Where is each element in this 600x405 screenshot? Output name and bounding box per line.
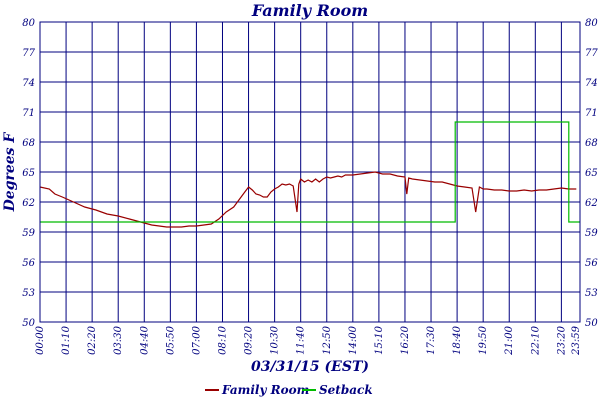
legend-label-setback: Setback xyxy=(319,383,373,397)
y-tick-label-right: 59 xyxy=(585,228,598,239)
y-tick-label-left: 53 xyxy=(22,288,35,299)
x-tick-label: 00:00 xyxy=(35,325,46,354)
plot-frame xyxy=(39,21,581,323)
series-line-family-room xyxy=(39,171,577,228)
y-ticks-right: 50 53 56 59 62 65 68 71 74 77 80 xyxy=(585,18,598,329)
x-tick-label: 08:10 xyxy=(217,325,228,354)
legend-label-family-room: Family Room xyxy=(221,383,309,397)
x-tick-label: 12:50 xyxy=(322,325,333,354)
series-layer xyxy=(39,121,580,228)
y-tick-label-right: 62 xyxy=(585,198,598,209)
y-tick-label-right: 74 xyxy=(585,78,598,89)
x-tick-label: 07:00 xyxy=(191,325,202,354)
legend: Family Room Setback xyxy=(205,383,373,397)
y-tick-label-left: 68 xyxy=(22,138,35,149)
y-tick-label-left: 65 xyxy=(22,168,35,179)
x-tick-label: 17:30 xyxy=(426,325,437,354)
x-tick-label: 16:20 xyxy=(400,325,411,354)
x-tick-label: 10:30 xyxy=(270,325,281,354)
y-tick-label-right: 77 xyxy=(585,48,598,59)
x-tick-label: 02:20 xyxy=(87,325,98,354)
series-line-setback xyxy=(40,121,580,223)
y-tick-label-left: 62 xyxy=(22,198,35,209)
y-tick-label-left: 50 xyxy=(22,318,35,329)
x-tick-label: 22:10 xyxy=(530,325,541,355)
y-tick-label-left: 74 xyxy=(22,78,35,89)
y-tick-label-right: 68 xyxy=(585,138,598,149)
y-tick-label-right: 71 xyxy=(585,108,598,119)
y-axis-label: Degrees F xyxy=(2,132,18,213)
x-tick-label: 23:20 xyxy=(556,325,567,355)
chart-title: Family Room xyxy=(251,1,368,20)
x-tick-label: 11:40 xyxy=(296,325,307,354)
x-tick-label: 15:10 xyxy=(374,325,385,354)
y-tick-label-right: 53 xyxy=(585,288,598,299)
x-tick-label: 21:00 xyxy=(504,325,515,355)
y-ticks-left: 50 53 56 59 62 65 68 71 74 77 80 xyxy=(22,18,35,329)
x-tick-label: 03:30 xyxy=(113,325,124,354)
y-tick-label-left: 56 xyxy=(22,258,35,269)
y-tick-label-left: 59 xyxy=(22,228,35,239)
grid xyxy=(40,21,580,323)
x-tick-label: 19:50 xyxy=(478,325,489,354)
y-tick-label-right: 80 xyxy=(585,18,598,29)
x-tick-label: 18:40 xyxy=(452,325,463,354)
y-tick-label-left: 80 xyxy=(22,18,35,29)
x-tick-label: 14:00 xyxy=(348,325,359,354)
x-tick-label: 09:20 xyxy=(244,325,255,354)
x-tick-label: 23:59 xyxy=(571,325,582,355)
x-ticks: 00:00 01:10 02:20 03:30 04:40 05:50 07:00 08:10… xyxy=(35,325,582,355)
y-tick-label-right: 65 xyxy=(585,168,598,179)
y-tick-label-right: 50 xyxy=(585,318,598,329)
y-tick-label-left: 71 xyxy=(22,108,35,119)
x-axis-label: 03/31/15 (EST) xyxy=(251,359,369,375)
x-tick-label: 04:40 xyxy=(139,325,150,354)
x-tick-label: 05:50 xyxy=(165,325,176,354)
y-tick-label-left: 77 xyxy=(22,48,35,59)
x-tick-label: 01:10 xyxy=(61,325,72,354)
y-tick-label-right: 56 xyxy=(585,258,598,269)
